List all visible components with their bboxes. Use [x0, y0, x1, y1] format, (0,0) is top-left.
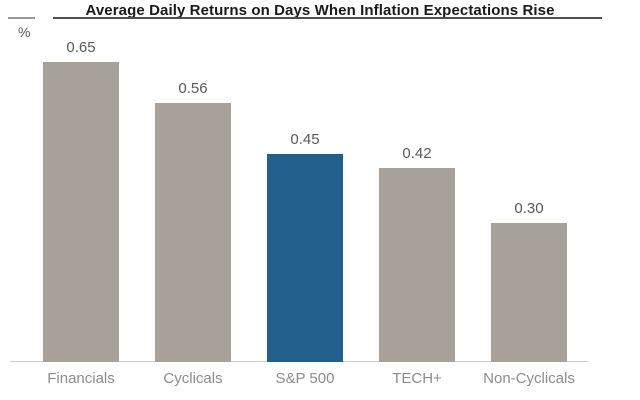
- category-label-financials: Financials: [47, 370, 115, 387]
- bar-value-label-tech: 0.42: [402, 145, 432, 162]
- bar-value-label-non-cyclicals: 0.30: [514, 200, 544, 217]
- title-underline: [53, 17, 602, 19]
- bar-value-label-cyclicals: 0.56: [178, 80, 208, 97]
- bar-s-p-500: [267, 154, 343, 362]
- bar-cyclicals: [155, 103, 231, 362]
- bar-financials: [43, 62, 119, 362]
- category-label-tech: TECH+: [392, 370, 442, 387]
- category-label-non-cyclicals: Non-Cyclicals: [483, 370, 575, 387]
- y-axis-unit-label: %: [18, 24, 31, 40]
- bar-tech: [379, 168, 455, 362]
- bar-value-label-s-p-500: 0.45: [290, 131, 320, 148]
- category-label-s-p-500: S&P 500: [275, 370, 335, 387]
- top-left-rule: [8, 17, 35, 19]
- bar-value-label-financials: 0.65: [66, 39, 96, 56]
- chart-title: Average Daily Returns on Days When Infla…: [85, 2, 555, 19]
- category-label-cyclicals: Cyclicals: [163, 370, 223, 387]
- bar-non-cyclicals: [491, 223, 567, 362]
